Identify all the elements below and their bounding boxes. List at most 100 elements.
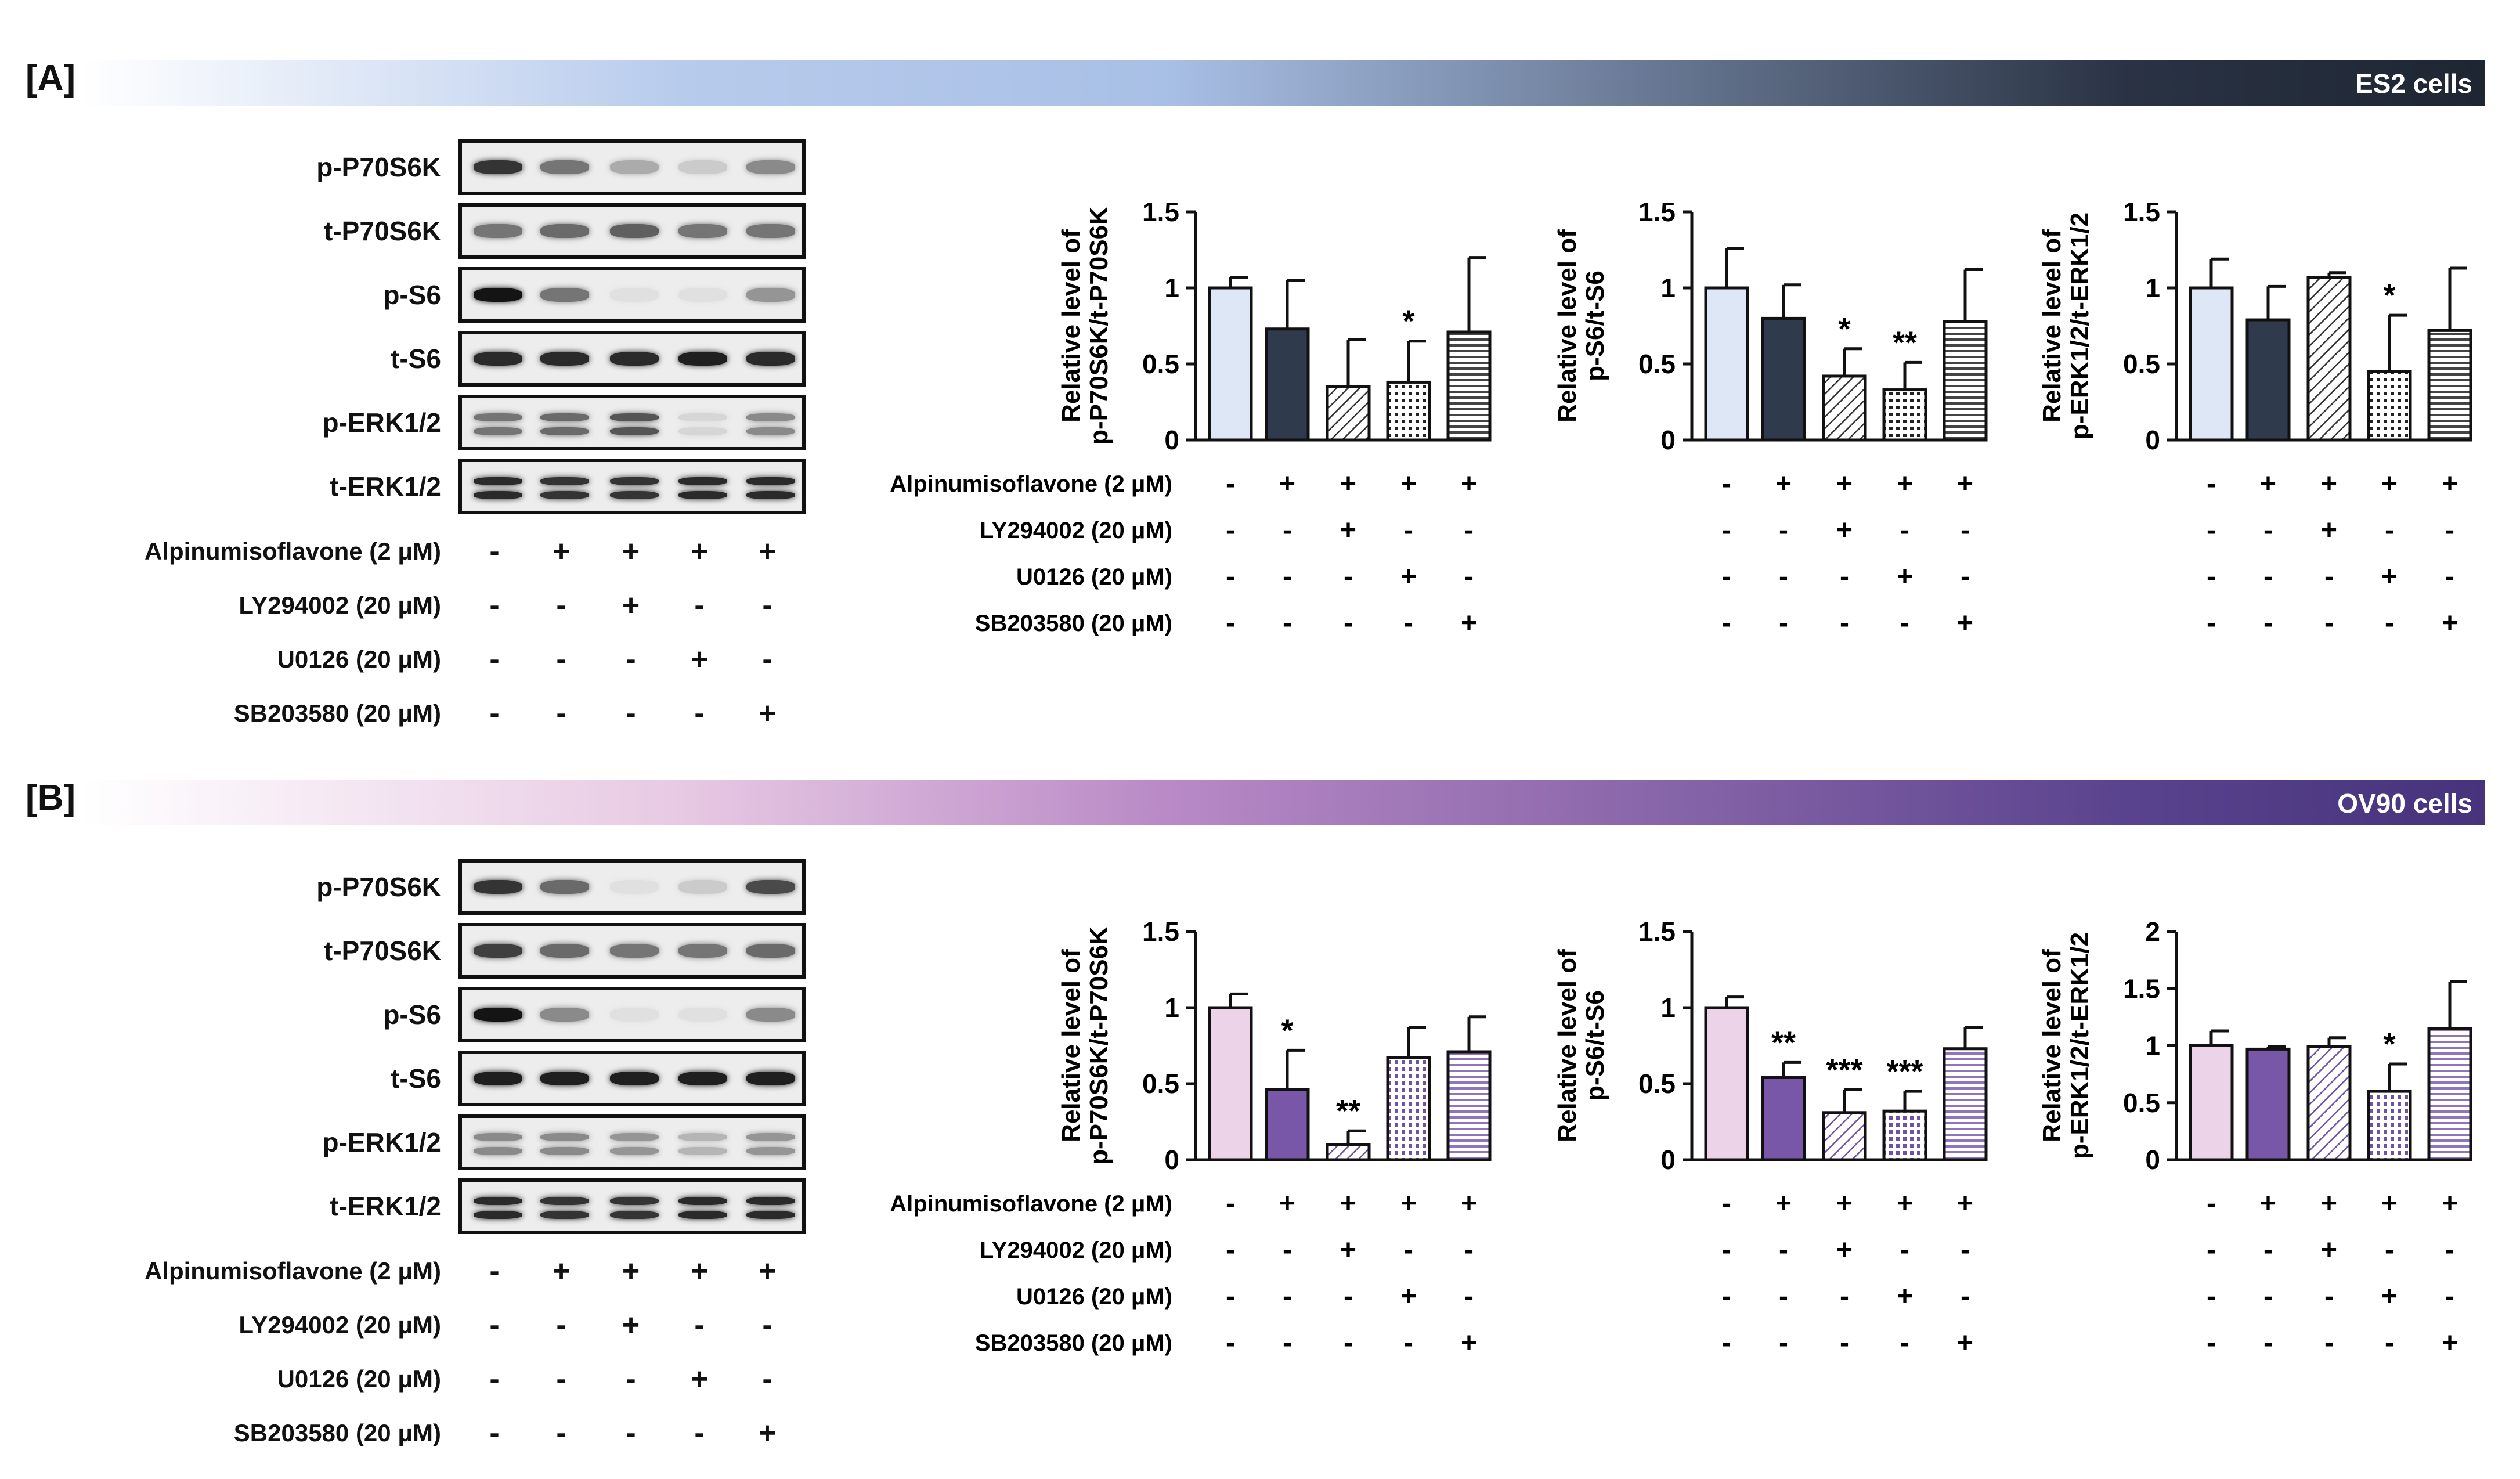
panel-title: OV90 cells: [2337, 788, 2472, 818]
treatment-sign: -: [1779, 608, 1788, 639]
treatment-sign: +: [2381, 561, 2398, 592]
treatment-sign: -: [1283, 1281, 1292, 1312]
treatment-sign: -: [2445, 561, 2454, 592]
treatment-label: SB203580 (20 μM): [233, 699, 441, 727]
bar: [1761, 316, 1806, 442]
treatment-sign: -: [1283, 1235, 1292, 1265]
protein-band: [610, 880, 659, 894]
treatment-sign: -: [1464, 1281, 1474, 1312]
protein-band: [540, 413, 589, 421]
y-tick-label: 2: [2145, 917, 2160, 947]
treatment-sign: +: [2260, 468, 2276, 499]
bar: [1822, 1111, 1867, 1161]
protein-band: [474, 1211, 522, 1219]
treatment-sign: -: [1344, 608, 1353, 639]
protein-band: [540, 491, 589, 499]
treatment-sign: -: [1464, 1235, 1474, 1265]
bar-group: [2427, 266, 2472, 442]
protein-band: [474, 224, 522, 238]
treatment-label: LY294002 (20 μM): [980, 518, 1172, 543]
treatment-sign: +: [758, 535, 777, 568]
protein-band: [540, 160, 589, 174]
bar-group: [1208, 992, 1253, 1161]
y-tick-label: 1: [1660, 273, 1676, 303]
bar-group: *: [1265, 1013, 1310, 1161]
protein-band: [610, 224, 659, 238]
bar-group: [2306, 271, 2352, 442]
treatment-label: Alpinumisoflavone (2 μM): [890, 1191, 1172, 1217]
protein-band: [474, 1147, 522, 1155]
bar-group: *: [2367, 278, 2412, 442]
treatment-sign: -: [556, 589, 566, 622]
y-tick-label: 0.5: [2123, 1088, 2160, 1118]
y-tick-label: 0.5: [1638, 1069, 1676, 1099]
treatment-sign: +: [1836, 515, 1853, 546]
treatment-sign: +: [2381, 1188, 2398, 1219]
y-tick-label: 1.5: [2123, 197, 2160, 227]
bar: [1208, 286, 1253, 442]
treatment-label: Alpinumisoflavone (2 μM): [144, 1257, 441, 1285]
treatment-sign: -: [1840, 608, 1849, 639]
protein-band: [678, 427, 727, 435]
y-tick-label: 0.5: [1638, 349, 1676, 379]
bar: [2306, 276, 2352, 442]
treatment-sign: +: [1775, 1188, 1792, 1219]
treatment-sign: -: [1779, 561, 1788, 592]
y-tick-label: 0.5: [2123, 349, 2160, 379]
treatment-sign: -: [2207, 561, 2216, 592]
treatment-sign: +: [2442, 468, 2458, 499]
protein-band: [540, 477, 589, 485]
bar: [2306, 1045, 2352, 1161]
protein-band: [678, 224, 727, 238]
bar-group: *: [2367, 1027, 2412, 1161]
protein-band: [540, 1072, 589, 1085]
significance-label: *: [2383, 1027, 2395, 1062]
protein-band: [610, 1211, 659, 1219]
treatment-sign: +: [2442, 608, 2458, 639]
treatment-sign: -: [1722, 561, 1731, 592]
treatment-sign: -: [1900, 1235, 1909, 1265]
protein-band: [746, 1072, 795, 1085]
protein-band: [540, 1147, 589, 1155]
western-blot-strip: [458, 267, 806, 323]
treatment-sign: -: [1961, 561, 1970, 592]
significance-label: **: [1336, 1094, 1360, 1128]
y-tick-label: 0.5: [1142, 1069, 1179, 1099]
protein-band: [746, 477, 795, 485]
treatment-sign: -: [1779, 515, 1788, 546]
western-blot-strip: [458, 1114, 806, 1170]
treatment-sign: -: [1404, 1328, 1413, 1358]
y-tick-label: 1: [1164, 273, 1179, 303]
panel-title-banner: ES2 cells: [81, 60, 2485, 106]
treatment-label: U0126 (20 μM): [1016, 564, 1172, 590]
protein-band: [474, 1008, 522, 1022]
blot-label: p-P70S6K: [316, 152, 441, 182]
bar-group: **: [1326, 1094, 1371, 1161]
treatment-label: LY294002 (20 μM): [239, 1311, 441, 1339]
bar-chart: 0 0.5 1 1.5 Relative level ofp-P70S6K/t-P70S…: [890, 917, 1492, 1358]
protein-band: [540, 352, 589, 366]
protein-band: [678, 413, 727, 421]
treatment-sign: -: [1961, 1281, 1970, 1312]
bar-group: [1704, 995, 1749, 1161]
y-tick-label: 0: [2145, 425, 2160, 455]
treatment-sign: -: [1404, 515, 1413, 546]
treatment-sign: -: [1283, 608, 1292, 639]
treatment-sign: -: [1900, 515, 1909, 546]
blot-label: p-ERK1/2: [322, 1127, 441, 1157]
treatment-sign: -: [556, 697, 566, 730]
bar: [1704, 1006, 1749, 1161]
protein-band: [678, 1072, 727, 1085]
treatment-sign: +: [2442, 1328, 2458, 1358]
protein-band: [540, 1008, 589, 1022]
protein-band: [746, 160, 795, 174]
y-tick-label: 1: [1164, 993, 1179, 1023]
protein-band: [610, 427, 659, 435]
protein-band: [474, 491, 522, 499]
bar: [1704, 286, 1749, 442]
bar: [2427, 329, 2472, 442]
treatment-sign: +: [1400, 468, 1417, 499]
blot-label: t-ERK1/2: [330, 1191, 441, 1221]
treatment-sign: +: [1836, 1188, 1853, 1219]
treatment-sign: +: [690, 643, 709, 676]
